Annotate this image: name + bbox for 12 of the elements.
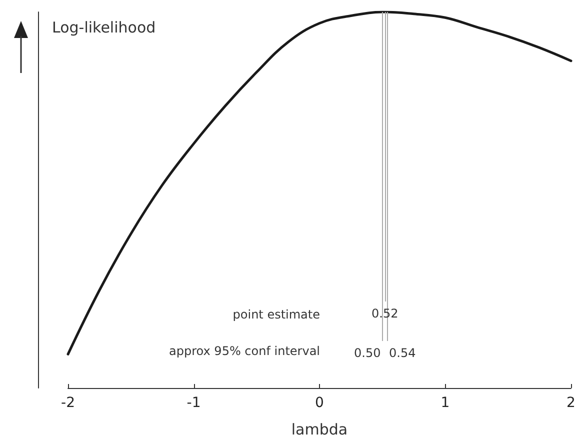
ref-line-label: 0.54 <box>389 346 416 360</box>
x-tick-label: 1 <box>440 395 450 411</box>
x-tick-label: -2 <box>61 395 75 411</box>
annotation: point estimate <box>232 308 320 322</box>
x-axis-title: lambda <box>291 420 348 438</box>
y-axis-title: Log-likelihood <box>52 18 156 36</box>
x-tick-label: 2 <box>566 395 576 411</box>
ref-line-label: 0.50 <box>354 346 381 360</box>
x-tick-label: 0 <box>315 395 324 411</box>
annotation: approx 95% conf interval <box>169 344 320 358</box>
x-tick-label: -1 <box>186 395 201 411</box>
ref-line-label: 0.52 <box>372 306 398 321</box>
